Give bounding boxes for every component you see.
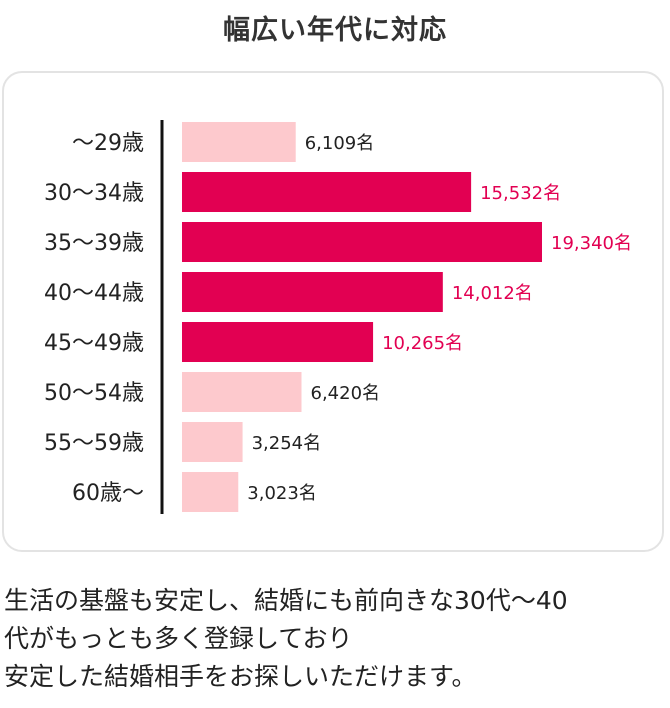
description-line-1: 生活の基盤も安定し、結婚にも前向きな30代～40 bbox=[4, 586, 568, 615]
description-line-2: 代がもっとも多く登録しており bbox=[4, 624, 353, 653]
bar bbox=[182, 372, 302, 412]
value-label: 19,340名 bbox=[551, 233, 632, 254]
chart-title: 幅広い年代に対応 bbox=[223, 15, 447, 46]
bar bbox=[182, 172, 472, 212]
description: 生活の基盤も安定し、結婚にも前向きな30代～40 代がもっとも多く登録しており … bbox=[4, 582, 666, 696]
category-label: 45～49歳 bbox=[44, 331, 144, 356]
category-label: 60歳～ bbox=[72, 481, 144, 506]
bar bbox=[182, 272, 443, 312]
bar bbox=[182, 122, 296, 162]
category-label: 40～44歳 bbox=[44, 281, 144, 306]
bar bbox=[182, 322, 374, 362]
bar bbox=[182, 222, 542, 262]
bar bbox=[182, 422, 243, 462]
age-bar-chart: ～29歳 6,109名 30～34歳 15,532名 35～39歳 19,340名 40～4… bbox=[44, 120, 632, 514]
category-label: ～29歳 bbox=[72, 131, 144, 156]
value-label: 14,012名 bbox=[452, 283, 533, 304]
value-label: 3,023名 bbox=[247, 483, 317, 504]
category-label: 50～54歳 bbox=[44, 381, 144, 406]
category-label: 30～34歳 bbox=[44, 181, 144, 206]
value-label: 10,265名 bbox=[382, 333, 463, 354]
value-label: 3,254名 bbox=[252, 433, 322, 454]
category-label: 55～59歳 bbox=[44, 431, 144, 456]
category-label: 35～39歳 bbox=[44, 231, 144, 256]
value-label: 6,420名 bbox=[311, 383, 381, 404]
value-label: 15,532名 bbox=[480, 183, 561, 204]
value-label: 6,109名 bbox=[305, 133, 375, 154]
bar bbox=[182, 472, 239, 512]
description-line-3: 安定した結婚相手をお探しいただけます。 bbox=[4, 662, 477, 691]
